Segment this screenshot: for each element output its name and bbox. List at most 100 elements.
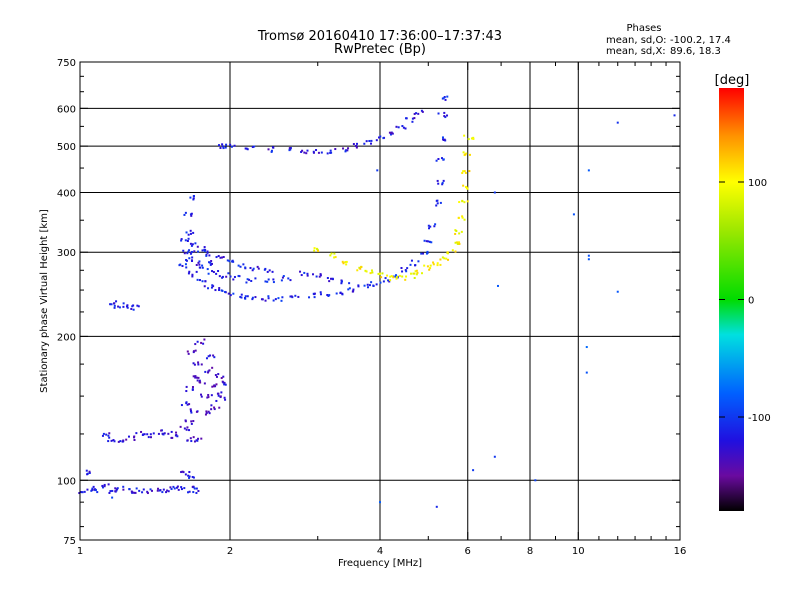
data-point — [587, 254, 590, 257]
data-point — [198, 266, 201, 269]
data-point — [213, 408, 216, 411]
data-point — [496, 284, 499, 287]
data-point — [108, 432, 111, 435]
data-point — [197, 489, 200, 492]
data-point — [272, 278, 275, 281]
data-point — [441, 183, 444, 186]
y-tick-label: 400 — [57, 188, 76, 199]
data-point — [188, 429, 191, 432]
data-point — [207, 272, 210, 275]
data-point — [179, 263, 182, 266]
data-point — [188, 257, 191, 260]
data-point — [239, 265, 242, 268]
data-point — [444, 116, 447, 119]
data-point — [342, 147, 345, 150]
data-point — [215, 399, 218, 402]
data-point — [246, 278, 249, 281]
data-point — [436, 179, 439, 182]
data-point — [416, 271, 419, 274]
data-point — [122, 485, 125, 488]
data-point — [425, 252, 428, 255]
data-point — [80, 491, 83, 494]
data-point — [464, 186, 467, 189]
data-point — [192, 476, 195, 479]
data-point — [206, 250, 209, 253]
data-point — [267, 148, 270, 151]
data-point — [398, 274, 401, 277]
data-point — [288, 149, 291, 152]
data-point — [443, 96, 446, 99]
data-point — [429, 267, 432, 270]
data-point — [229, 275, 232, 278]
data-point — [136, 304, 139, 307]
data-point — [329, 277, 332, 280]
data-point — [101, 486, 104, 489]
data-point — [115, 300, 118, 303]
data-point — [212, 271, 215, 274]
data-point — [220, 377, 223, 380]
data-point — [128, 488, 131, 491]
data-point — [245, 147, 248, 150]
data-point — [446, 114, 449, 117]
data-point — [411, 117, 414, 120]
data-point — [190, 244, 193, 247]
data-point — [270, 149, 273, 152]
data-point — [192, 486, 195, 489]
data-point — [389, 275, 392, 278]
data-point — [441, 181, 444, 184]
data-point — [197, 361, 200, 364]
data-point — [203, 382, 206, 385]
data-point — [189, 437, 192, 440]
data-point — [366, 286, 369, 289]
data-point — [208, 369, 211, 372]
data-point — [185, 266, 188, 269]
data-point — [303, 151, 306, 154]
data-point — [206, 251, 209, 254]
data-point — [472, 136, 475, 139]
data-point — [585, 371, 588, 374]
data-point — [197, 437, 200, 440]
data-point — [233, 275, 236, 278]
data-point — [90, 489, 93, 492]
data-point — [461, 172, 464, 175]
data-point — [146, 490, 149, 493]
data-points — [78, 95, 676, 508]
data-point — [458, 242, 461, 245]
data-point — [203, 246, 206, 249]
data-point — [456, 241, 459, 244]
data-point — [454, 232, 457, 235]
data-point — [345, 260, 348, 263]
data-point — [219, 146, 222, 149]
colorbar-tick-label: 0 — [748, 296, 754, 307]
data-point — [191, 388, 194, 391]
data-point — [126, 306, 129, 309]
data-point — [300, 150, 303, 153]
x-tick-label: 16 — [674, 546, 687, 557]
data-point — [386, 274, 389, 277]
data-point — [181, 264, 184, 267]
data-point — [315, 149, 318, 152]
data-point — [472, 137, 475, 140]
data-point — [272, 281, 275, 284]
data-point — [173, 487, 176, 490]
data-point — [326, 294, 329, 297]
data-point — [201, 264, 204, 267]
data-point — [199, 381, 202, 384]
data-point — [107, 483, 110, 486]
data-point — [141, 491, 144, 494]
data-point — [207, 396, 210, 399]
data-point — [132, 308, 135, 311]
data-point — [140, 430, 143, 433]
data-point — [274, 298, 277, 301]
data-point — [388, 131, 391, 134]
data-point — [348, 282, 351, 285]
data-point — [201, 266, 204, 269]
data-point — [166, 489, 169, 492]
data-point — [587, 169, 590, 172]
data-point — [244, 266, 247, 269]
data-point — [198, 279, 201, 282]
data-point — [297, 295, 300, 298]
data-point — [194, 343, 197, 346]
data-point — [363, 142, 366, 145]
data-point — [414, 270, 417, 273]
